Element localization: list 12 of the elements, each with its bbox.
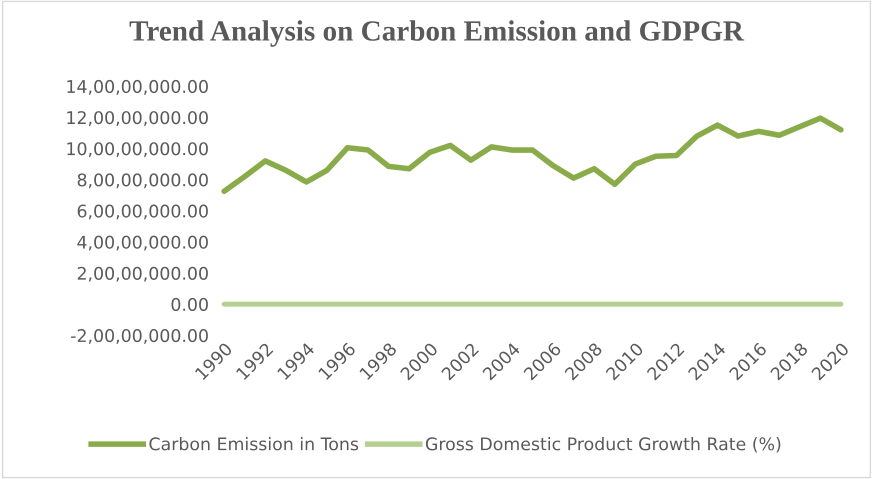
y-tick-label: -2,00,00,000.00	[71, 329, 208, 344]
y-tick-label: 4,00,00,000.00	[77, 236, 208, 251]
y-tick-label: 12,00,00,000.00	[67, 111, 208, 126]
y-tick-label: 14,00,00,000.00	[67, 80, 208, 95]
y-tick-label: 6,00,00,000.00	[78, 204, 208, 220]
y-tick-label: 0.00	[172, 298, 208, 312]
y-tick-label: 2,00,00,000.00	[78, 266, 208, 282]
legend-label: Gross Domestic Product Growth Rate (%)	[426, 436, 780, 452]
y-tick-label: 10,00,00,000.00	[67, 142, 208, 158]
legend-label: Carbon Emission in Tons	[149, 436, 358, 450]
y-tick-label: 8,00,00,000.00	[78, 173, 208, 188]
chart-title: Trend Analysis on Carbon Emission and GDPGR	[130, 20, 744, 47]
